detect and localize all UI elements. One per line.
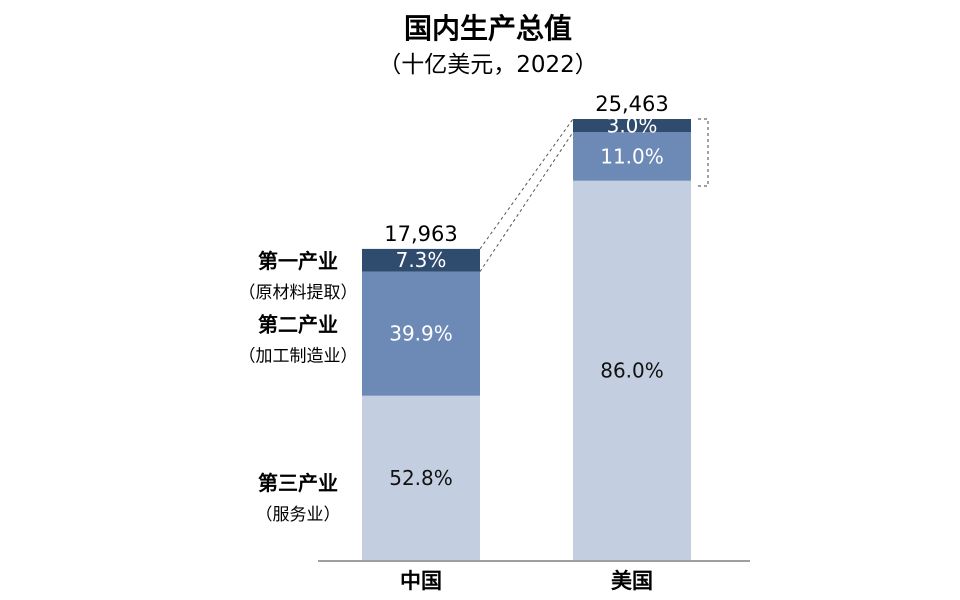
- bars-layer: [362, 119, 691, 561]
- bar-usa-segment-3: [573, 119, 691, 133]
- data-label-usa-segment-2: 11.0%: [600, 144, 664, 168]
- bar-china-segment-2: [362, 271, 480, 396]
- total-label-usa: 25,463: [595, 92, 668, 116]
- data-label-china-segment-3: 7.3%: [396, 248, 447, 272]
- bar-usa-segment-1: [573, 180, 691, 561]
- category-label-usa: 美国: [611, 569, 653, 593]
- connector-line-top: [479, 118, 574, 250]
- data-label-usa-segment-1: 86.0%: [600, 358, 664, 382]
- data-label-usa-segment-3: 3.0%: [607, 114, 658, 138]
- legend-label-segment-3: 第一产业: [258, 249, 338, 273]
- legend-label-segment-2: 第二产业: [258, 313, 338, 337]
- chart-title: 国内生产总值: [404, 12, 572, 45]
- category-label-china: 中国: [400, 569, 442, 593]
- legend-sublabel-segment-3: （原材料提取）: [239, 283, 358, 303]
- connector-lines: [479, 118, 574, 272]
- legend-label-segment-1: 第三产业: [258, 471, 338, 495]
- bar-china-segment-3: [362, 248, 480, 272]
- data-label-china-segment-1: 52.8%: [389, 466, 453, 490]
- data-label-china-segment-2: 39.9%: [389, 322, 453, 346]
- legend-sublabel-segment-1: （服务业）: [256, 505, 341, 525]
- labels-layer: 52.8% 39.9% 7.3%17,963 中国 86.0% 11.0% 3.0%25,4…: [239, 92, 669, 593]
- us-top-segments-bracket: [698, 118, 709, 187]
- legend-sublabel-segment-2: （加工制造业）: [239, 347, 358, 367]
- bar-usa-segment-2: [573, 132, 691, 181]
- bar-china-segment-1: [362, 395, 480, 560]
- connector-line-bottom: [479, 131, 574, 272]
- total-label-china: 17,963: [384, 222, 457, 246]
- chart-subtitle: （十亿美元，2022）: [378, 52, 598, 78]
